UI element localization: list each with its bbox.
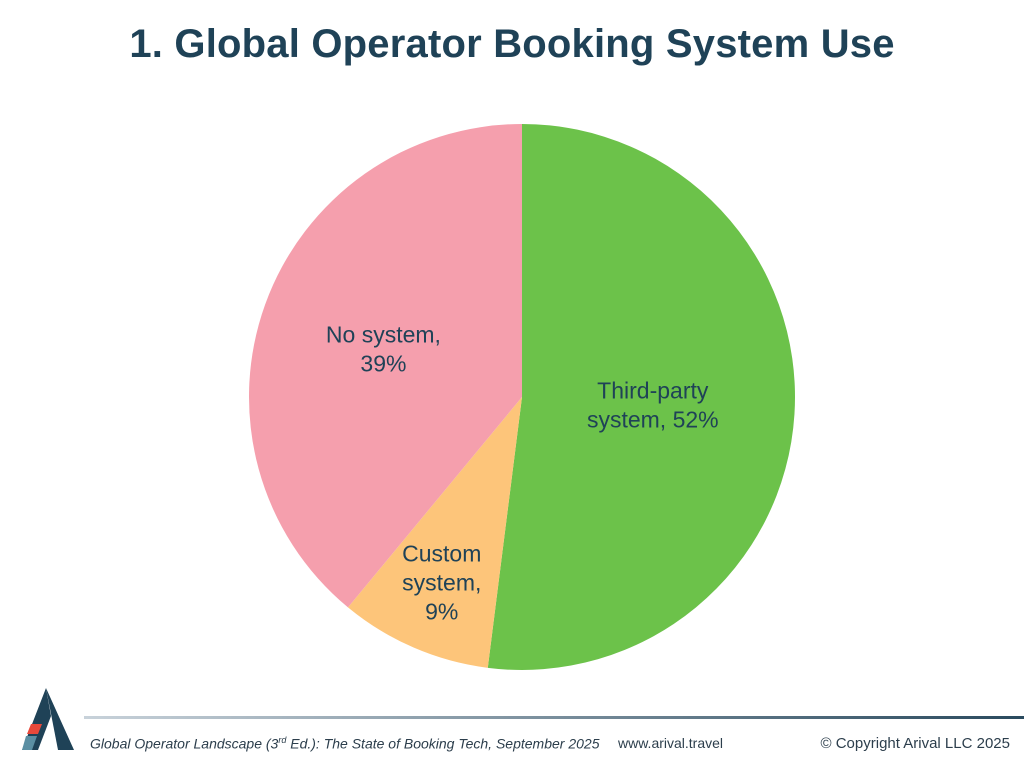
chart-title: 1. Global Operator Booking System Use [129, 22, 895, 66]
pie-slice-custom [347, 397, 522, 668]
footer-website: www.arival.travel [618, 735, 724, 751]
footer-divider [84, 716, 1024, 719]
slice-label-custom: Custom system, 9% [402, 540, 481, 624]
arival-logo-icon [22, 688, 74, 750]
pie-slice-third-party [487, 124, 796, 670]
pie-slice-no-system [249, 124, 523, 608]
slice-label-third-party: Third-party system, 52% [587, 378, 719, 433]
footer-copyright: © Copyright Arival LLC 2025 [820, 735, 1011, 752]
slice-label-no-system: No system, 39% [326, 321, 441, 376]
footer-citation: Global Operator Landscape (3rd Ed.): The… [90, 735, 600, 752]
